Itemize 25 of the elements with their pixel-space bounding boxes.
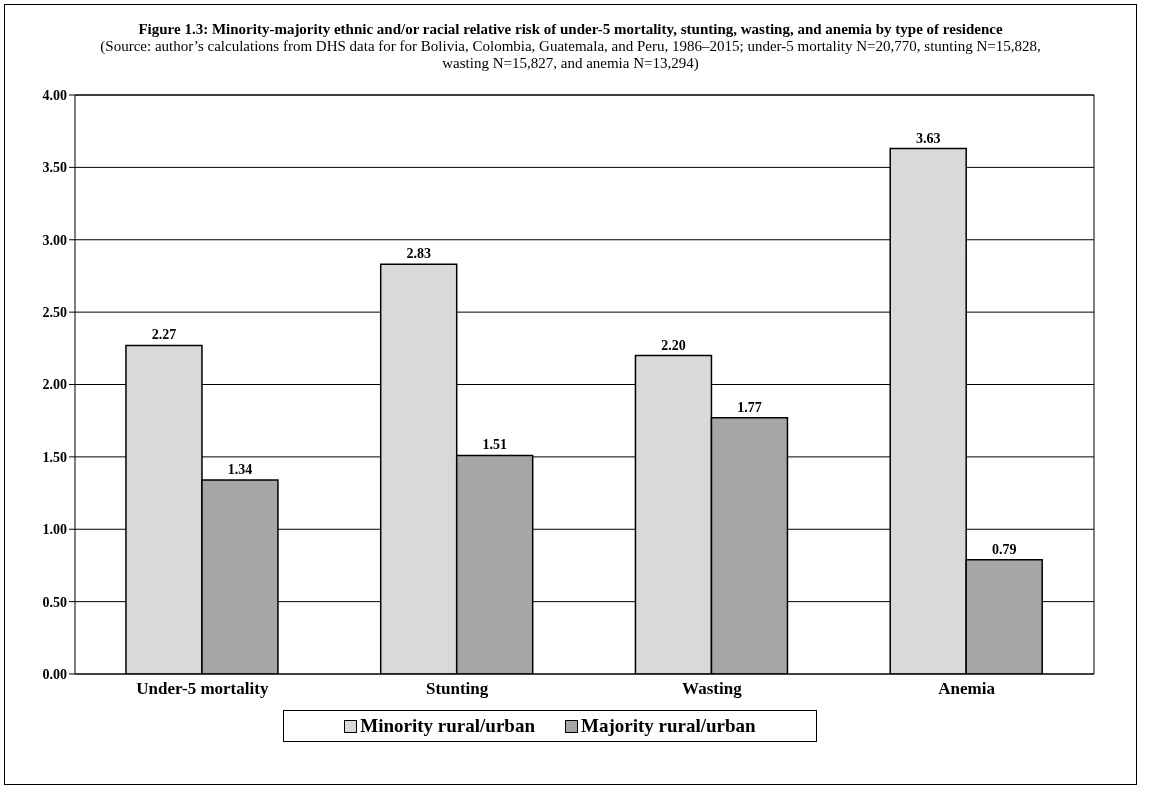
data-label: 3.63 — [915, 130, 941, 146]
data-label: 1.77 — [737, 399, 762, 415]
y-tick-label: 3.00 — [42, 232, 67, 248]
y-tick-label: 1.00 — [42, 522, 67, 538]
x-tick-label: Anemia — [938, 679, 996, 699]
data-label: 0.79 — [991, 541, 1017, 557]
y-tick-label: 0.00 — [42, 666, 67, 682]
y-tick-label: 2.00 — [42, 377, 67, 393]
legend-label: Majority rural/urban — [580, 715, 756, 737]
y-tick-label: 0.50 — [42, 594, 67, 610]
x-tick-label: Wasting — [682, 679, 743, 699]
y-tick-label: 1.50 — [42, 449, 67, 465]
data-label: 1.34 — [227, 462, 253, 478]
chart-title: Figure 1.3: Minority-majority ethnic and/or racial relative risk of under-5 mortality, stunting, wasting, and anemia by type of residence — [137, 20, 1004, 38]
x-tick-label: Stunting — [425, 679, 489, 699]
y-tick-label: 3.50 — [42, 160, 67, 176]
data-label: 2.27 — [151, 327, 177, 343]
data-label: 2.20 — [661, 337, 686, 353]
y-tick-label: 4.00 — [42, 87, 67, 103]
data-label: 2.83 — [406, 246, 431, 262]
y-tick-label: 2.50 — [42, 305, 67, 321]
x-tick-label: Under-5 mortality — [136, 679, 269, 699]
data-label: 1.51 — [482, 437, 507, 453]
chart-subtitle: (Source: author’s calculations from DHS data for for Bolivia, Colombia, Guatemala, and Peru, 1986–2015; under-5 mortality N=20,770, stunting N=15,828, wasting N=15,827, and anemia N=13,294) — [99, 38, 1042, 72]
legend-label: Minority rural/urban — [359, 715, 535, 737]
